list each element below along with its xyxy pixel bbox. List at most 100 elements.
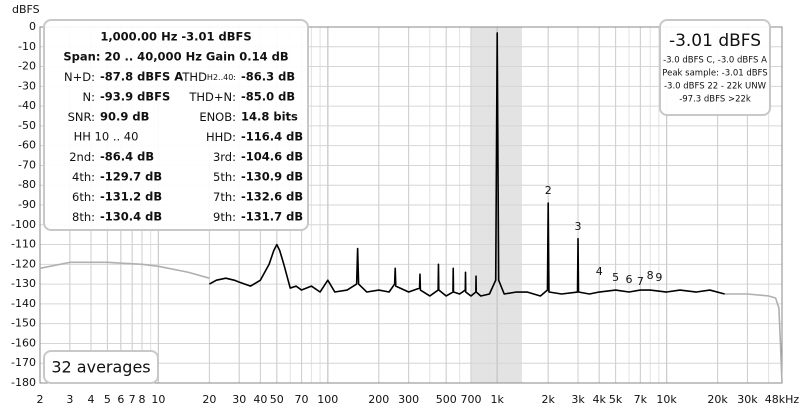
- info-value: 90.9 dB: [100, 110, 149, 124]
- info-label: THDH2..40:: [181, 70, 236, 84]
- info-label-text: 5th:: [213, 170, 236, 184]
- info-label: 4th:: [72, 170, 95, 184]
- info-value: -132.6 dB: [241, 190, 303, 204]
- y-tick-label: -140: [11, 297, 36, 310]
- info-label-text: 2nd:: [69, 150, 95, 164]
- x-tick-label: 7k: [634, 393, 648, 406]
- harmonic-label: 3: [575, 220, 582, 233]
- level-panel: -3.01 dBFS -3.0 dBFS C, -3.0 dBFS A Peak s…: [659, 19, 771, 116]
- spectrum-line: [724, 293, 783, 384]
- y-tick-label: -40: [18, 99, 36, 112]
- y-tick-label: -90: [18, 198, 36, 211]
- x-tick-label: 5: [104, 393, 111, 406]
- info-value: -86.4 dB: [100, 150, 154, 164]
- info-value: 14.8 bits: [241, 110, 298, 124]
- y-tick-label: -120: [11, 257, 36, 270]
- x-tick-label: 40: [253, 393, 267, 406]
- info-label: ENOB:: [199, 110, 236, 124]
- info-value: -130.4 dB: [100, 210, 162, 224]
- harmonic-label: 2: [545, 184, 552, 197]
- averages-text: 32 averages: [51, 358, 150, 377]
- y-tick-label: -10: [18, 40, 36, 53]
- harmonic-label: 7: [637, 275, 644, 288]
- harmonic-label: 8: [647, 269, 654, 282]
- info-header: 1,000.00 Hz -3.01 dBFS: [100, 30, 251, 44]
- info-value: -104.6 dB: [241, 150, 303, 164]
- info-label: 8th:: [72, 210, 95, 224]
- info-value: -130.9 dB: [241, 170, 303, 184]
- x-tick-label: 50: [270, 393, 284, 406]
- level-value: -3.01 dBFS: [669, 31, 761, 51]
- y-axis-label: dBFS: [12, 3, 40, 16]
- info-label: HH 10 .. 40: [74, 130, 139, 144]
- info-value: -131.2 dB: [100, 190, 162, 204]
- info-label-text: 7th:: [213, 190, 236, 204]
- x-tick-label: 3k: [571, 393, 585, 406]
- x-tick-label: 6: [117, 393, 124, 406]
- info-label: 6th:: [72, 190, 95, 204]
- y-tick-label: -50: [18, 119, 36, 132]
- info-label: 3rd:: [213, 150, 236, 164]
- level-line: Peak sample: -3.01 dBFS: [662, 69, 767, 79]
- info-panel-box: [43, 19, 309, 231]
- level-line: -3.0 dBFS C, -3.0 dBFS A: [663, 56, 767, 66]
- x-tick-label: 48kHz: [765, 393, 800, 406]
- y-tick-label: -30: [18, 79, 36, 92]
- info-label: 9th:: [213, 210, 236, 224]
- level-panel-box: [659, 19, 771, 116]
- x-tick-label: 700: [460, 393, 481, 406]
- info-label-text: SNR:: [68, 110, 95, 124]
- x-tick-label: 2k: [542, 393, 556, 406]
- info-label: HHD:: [206, 130, 236, 144]
- info-label: 2nd:: [69, 150, 95, 164]
- plot-frame: [39, 26, 783, 384]
- info-label-text: N:: [83, 90, 95, 104]
- y-tick-label: -180: [11, 376, 36, 389]
- info-label-text: HHD:: [206, 130, 236, 144]
- x-tick-label: 4k: [593, 393, 607, 406]
- info-label-text: 6th:: [72, 190, 95, 204]
- x-tick-label: 7: [129, 393, 136, 406]
- x-tick-label: 100: [317, 393, 338, 406]
- y-tick-label: -70: [18, 158, 36, 171]
- y-tick-label: -110: [11, 238, 36, 251]
- x-tick-label: 1k: [491, 393, 505, 406]
- info-label: THD+N:: [188, 90, 236, 104]
- spectrum-line: [209, 32, 725, 297]
- x-tick-label: 30k: [737, 393, 758, 406]
- x-tick-label: 4: [87, 393, 94, 406]
- x-tick-label: 10k: [656, 393, 677, 406]
- info-label-text: THD+N:: [188, 90, 236, 104]
- harmonic-label: 4: [596, 265, 603, 278]
- info-value: -85.0 dB: [241, 90, 295, 104]
- y-tick-label: -100: [11, 218, 36, 231]
- info-value: -86.3 dB: [241, 70, 295, 84]
- y-tick-label: -60: [18, 139, 36, 152]
- y-tick-label: -130: [11, 277, 36, 290]
- y-tick-label: -150: [11, 317, 36, 330]
- x-tick-label: 70: [295, 393, 309, 406]
- x-tick-label: 20k: [707, 393, 728, 406]
- info-label-sub: H2..40:: [207, 73, 236, 82]
- spectrum-line: [39, 261, 210, 279]
- info-label-text: 9th:: [213, 210, 236, 224]
- info-label-text: THD: [181, 70, 207, 84]
- x-tick-label: 30: [232, 393, 246, 406]
- x-tick-label: 5k: [609, 393, 623, 406]
- y-tick-label: -160: [11, 336, 36, 349]
- info-value: -129.7 dB: [100, 170, 162, 184]
- y-tick-label: -170: [11, 356, 36, 369]
- info-value: -87.8 dBFS A: [100, 70, 183, 84]
- level-line: -3.0 dBFS 22 - 22k UNW: [664, 82, 767, 92]
- y-tick-label: 0: [29, 20, 36, 33]
- info-panel: 1,000.00 Hz -3.01 dBFS Span: 20 .. 40,000…: [43, 19, 309, 231]
- x-tick-label: 300: [398, 393, 419, 406]
- harmonic-label: 9: [655, 271, 662, 284]
- harmonic-label: 6: [626, 273, 633, 286]
- info-label: N+D:: [64, 70, 95, 84]
- averages-panel: 32 averages: [43, 350, 159, 384]
- y-tick-label: -80: [18, 178, 36, 191]
- info-label-text: N+D:: [64, 70, 95, 84]
- info-label: 7th:: [213, 190, 236, 204]
